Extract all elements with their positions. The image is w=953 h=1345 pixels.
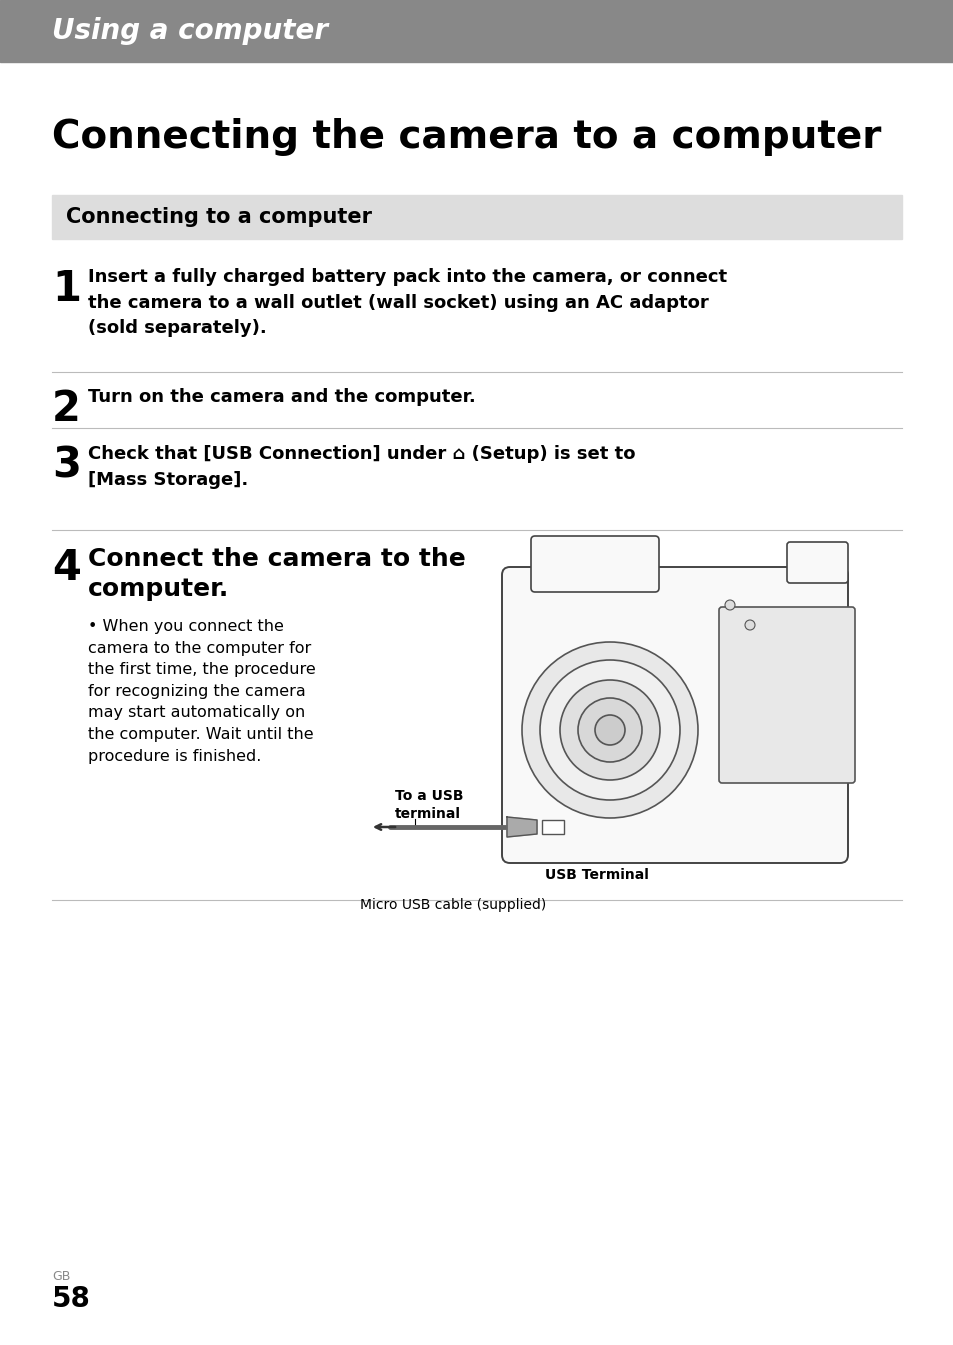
- Text: 4: 4: [52, 547, 81, 589]
- FancyBboxPatch shape: [531, 537, 659, 592]
- Text: 3: 3: [52, 445, 81, 487]
- Bar: [52, 195, 901, 239]
- Text: Connecting the camera to a computer: Connecting the camera to a computer: [52, 118, 881, 156]
- Text: GB: GB: [52, 1270, 71, 1283]
- FancyBboxPatch shape: [786, 542, 847, 582]
- Circle shape: [744, 620, 754, 629]
- Circle shape: [724, 600, 734, 611]
- Text: 2: 2: [52, 387, 81, 430]
- Text: Insert a fully charged battery pack into the camera, or connect
the camera to a : Insert a fully charged battery pack into…: [88, 268, 726, 338]
- Text: Connect the camera to the: Connect the camera to the: [88, 547, 465, 572]
- Bar: [0, 0, 953, 62]
- Text: 1: 1: [52, 268, 81, 309]
- Bar: [541, 820, 563, 834]
- Text: Connecting to a computer: Connecting to a computer: [66, 207, 372, 227]
- Text: computer.: computer.: [88, 577, 229, 601]
- Text: 58: 58: [52, 1284, 91, 1313]
- FancyBboxPatch shape: [501, 568, 847, 863]
- Circle shape: [539, 660, 679, 800]
- FancyBboxPatch shape: [719, 607, 854, 783]
- Text: To the Multi/Micro
USB Terminal: To the Multi/Micro USB Terminal: [544, 850, 685, 882]
- Circle shape: [595, 716, 624, 745]
- Text: • When you connect the
camera to the computer for
the first time, the procedure
: • When you connect the camera to the com…: [88, 619, 315, 764]
- Polygon shape: [506, 816, 537, 837]
- Text: Check that [USB Connection] under ⌂ (Setup) is set to
[Mass Storage].: Check that [USB Connection] under ⌂ (Set…: [88, 445, 635, 488]
- Circle shape: [559, 681, 659, 780]
- Circle shape: [578, 698, 641, 763]
- Text: Using a computer: Using a computer: [52, 17, 328, 44]
- Text: To a USB
terminal: To a USB terminal: [395, 790, 463, 822]
- Circle shape: [521, 642, 698, 818]
- Text: Micro USB cable (supplied): Micro USB cable (supplied): [359, 898, 545, 912]
- Text: Turn on the camera and the computer.: Turn on the camera and the computer.: [88, 387, 476, 406]
